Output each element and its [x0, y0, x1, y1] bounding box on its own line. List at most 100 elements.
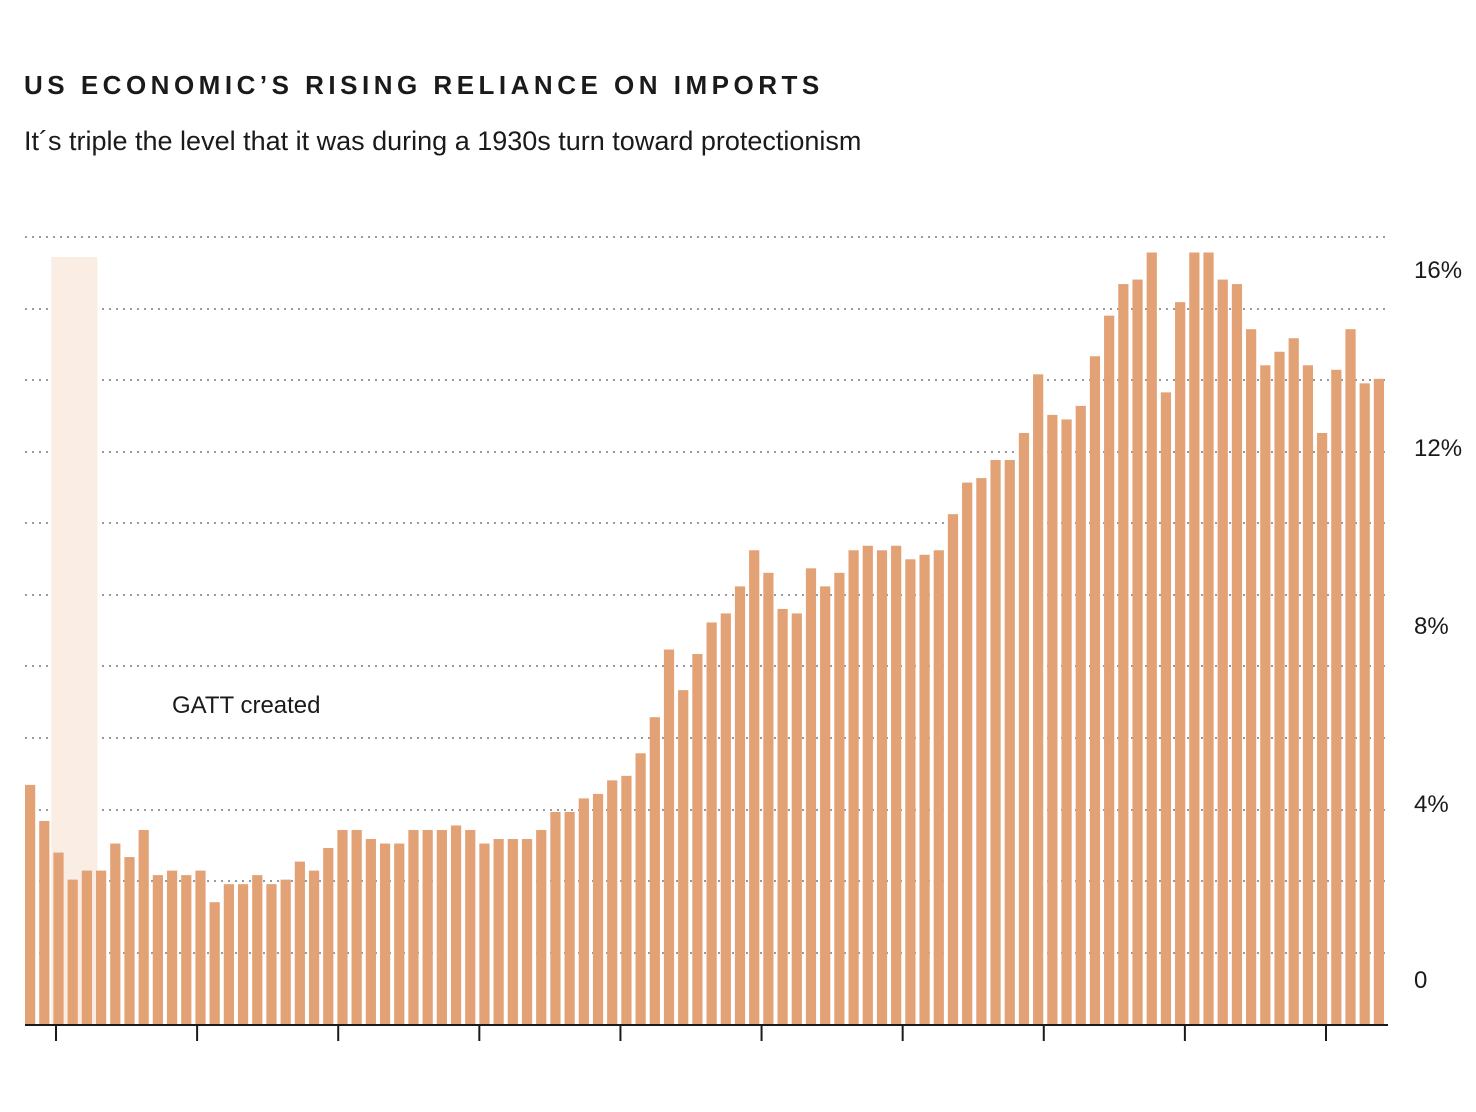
- bar: [1033, 374, 1044, 1024]
- bar: [1089, 356, 1101, 1024]
- chart-subtitle: It´s triple the level that it was during…: [24, 126, 862, 156]
- bar: [1302, 365, 1314, 1024]
- bar: [223, 884, 234, 1024]
- bar: [1260, 365, 1271, 1024]
- bar: [1160, 392, 1172, 1025]
- bar: [678, 690, 689, 1024]
- bar: [1217, 279, 1228, 1024]
- bar: [621, 775, 632, 1024]
- bar: [337, 829, 348, 1024]
- bar: [450, 825, 462, 1024]
- bar: [166, 870, 178, 1024]
- y-axis-labels: 0 4% 8% 12% 16%: [1414, 257, 1462, 994]
- bar: [351, 829, 362, 1024]
- bar: [110, 843, 121, 1024]
- bar: [962, 482, 973, 1025]
- bars: [25, 252, 1385, 1025]
- bar: [181, 875, 192, 1024]
- y-tick-label: 12%: [1414, 435, 1462, 462]
- bar: [252, 875, 263, 1024]
- bar: [1246, 329, 1257, 1024]
- bar: [592, 793, 604, 1024]
- bar: [422, 829, 433, 1024]
- bar: [933, 550, 944, 1024]
- bar: [763, 572, 774, 1024]
- bar: [862, 545, 873, 1024]
- y-tick-label: 16%: [1414, 257, 1462, 284]
- bar: [976, 478, 987, 1025]
- bar: [67, 879, 78, 1024]
- bar: [947, 514, 959, 1024]
- bar: [379, 843, 391, 1024]
- bar: [195, 870, 206, 1024]
- bar: [1331, 369, 1342, 1024]
- bar: [834, 572, 845, 1024]
- bar: [294, 861, 305, 1024]
- bar: [1104, 315, 1115, 1024]
- bar: [521, 839, 533, 1024]
- bar: [1075, 405, 1086, 1024]
- bar: [734, 586, 746, 1024]
- bar: [1132, 279, 1143, 1024]
- bar: [876, 550, 888, 1024]
- y-tick-label: 8%: [1414, 613, 1449, 640]
- bar: [791, 613, 802, 1024]
- bar: [81, 870, 93, 1024]
- bar: [436, 829, 447, 1024]
- bar: [635, 753, 646, 1024]
- bar: [493, 839, 504, 1024]
- bar: [465, 829, 476, 1024]
- x-axis: [25, 1024, 1388, 1041]
- bar: [663, 649, 675, 1024]
- bar: [720, 613, 731, 1024]
- bar: [820, 586, 831, 1024]
- bar: [394, 843, 405, 1024]
- bar: [1317, 432, 1328, 1025]
- bar: [479, 843, 490, 1024]
- bar: [1118, 284, 1129, 1024]
- bar: [1345, 329, 1356, 1024]
- bar: [550, 811, 561, 1024]
- bar: [1274, 351, 1285, 1024]
- bar: [507, 839, 518, 1024]
- bar: [607, 780, 618, 1024]
- bar: [1288, 338, 1299, 1025]
- bar: [25, 784, 36, 1024]
- bar: [308, 870, 320, 1024]
- bar: [1231, 284, 1243, 1024]
- bar: [692, 654, 703, 1024]
- bar: [95, 870, 107, 1024]
- bar: [706, 622, 717, 1024]
- bar: [891, 545, 902, 1024]
- bar: [1061, 419, 1072, 1024]
- bar: [408, 829, 419, 1024]
- bar: [152, 875, 163, 1024]
- bar: [749, 550, 760, 1024]
- bar: [1018, 432, 1030, 1025]
- bar: [1373, 378, 1385, 1024]
- bar: [777, 608, 788, 1024]
- chart-title: US ECONOMIC’S RISING RELIANCE ON IMPORTS: [24, 70, 824, 100]
- bar: [237, 884, 249, 1024]
- bar: [536, 829, 547, 1024]
- bar: [323, 848, 334, 1024]
- bar: [649, 717, 660, 1024]
- bar: [124, 857, 135, 1024]
- bar: [1203, 252, 1214, 1025]
- bar: [209, 902, 220, 1024]
- bar: [1146, 252, 1157, 1025]
- bar: [138, 829, 149, 1024]
- bar: [905, 559, 916, 1024]
- bar: [280, 879, 291, 1024]
- bar: [848, 550, 859, 1024]
- bar: [990, 460, 1001, 1024]
- y-tick-label: 4%: [1414, 791, 1449, 818]
- bar: [1047, 414, 1058, 1024]
- bar: [53, 852, 64, 1024]
- gatt-annotation: GATT created: [172, 692, 321, 719]
- bar: [1189, 252, 1200, 1025]
- bar: [805, 568, 817, 1024]
- bar: [39, 820, 50, 1024]
- bar: [1004, 460, 1015, 1024]
